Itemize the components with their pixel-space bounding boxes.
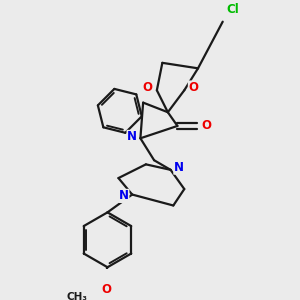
Text: N: N (174, 161, 184, 174)
Text: CH₃: CH₃ (67, 292, 88, 300)
Text: Cl: Cl (227, 3, 240, 16)
Text: O: O (188, 81, 198, 94)
Text: O: O (143, 81, 153, 94)
Text: O: O (202, 119, 212, 132)
Text: N: N (127, 130, 137, 143)
Text: N: N (119, 189, 129, 203)
Text: O: O (101, 283, 111, 296)
